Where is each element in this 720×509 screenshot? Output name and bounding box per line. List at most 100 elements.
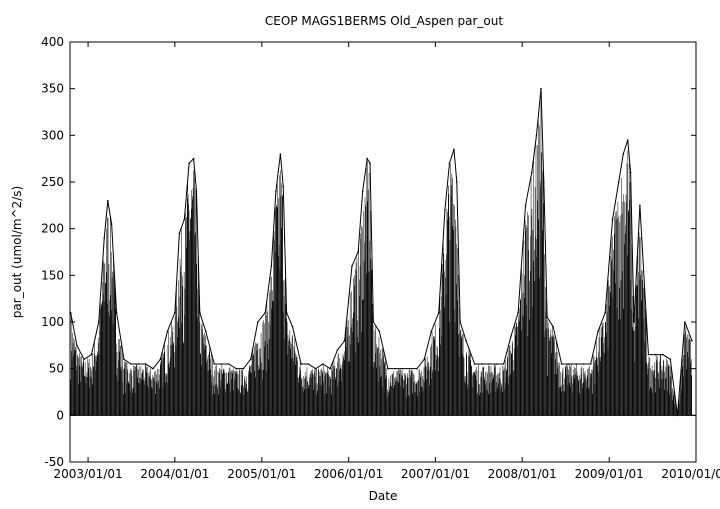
data-point <box>401 367 404 370</box>
data-point <box>174 311 176 314</box>
y-tick-label: -50 <box>44 455 64 469</box>
data-point <box>647 353 650 356</box>
data-point <box>195 190 198 193</box>
x-tick-label: 2007/01/01 <box>401 467 470 481</box>
data-point <box>159 358 162 361</box>
data-point <box>530 171 533 174</box>
data-point <box>633 321 635 323</box>
data-point <box>378 330 381 333</box>
data-point <box>597 330 599 333</box>
x-tick-label: 2009/01/01 <box>575 467 644 481</box>
data-point <box>473 363 476 365</box>
data-point <box>228 363 230 365</box>
data-point <box>662 353 664 356</box>
data-point <box>115 311 118 314</box>
y-tick-label: 300 <box>41 128 64 142</box>
data-point <box>654 353 657 356</box>
data-point <box>552 325 554 328</box>
y-tick-label: 400 <box>41 35 64 49</box>
data-point <box>568 363 570 365</box>
data-point <box>249 358 252 361</box>
data-point <box>152 367 154 370</box>
x-tick-label: 2006/01/01 <box>314 467 383 481</box>
data-point <box>488 363 490 365</box>
y-tick-label: 150 <box>41 268 64 282</box>
data-point <box>582 363 585 365</box>
data-point <box>369 162 371 165</box>
x-tick-label: 2005/01/01 <box>227 467 296 481</box>
data-point <box>510 335 512 337</box>
x-tick-label: 2003/01/01 <box>53 467 122 481</box>
chart-title: CEOP MAGS1BERMS Old_Aspen par_out <box>265 14 503 28</box>
y-axis-label: par_out (umol/m^2/s) <box>10 186 24 318</box>
data-point <box>235 367 237 370</box>
data-point <box>270 265 273 267</box>
data-point <box>76 344 78 347</box>
y-tick-label: 250 <box>41 175 64 189</box>
data-point <box>107 199 109 202</box>
data-point <box>220 363 223 365</box>
data-point <box>366 157 368 160</box>
data-point <box>459 321 461 323</box>
x-axis: 2003/01/01 2004/01/01 2005/01/01 2006/01/01… <box>53 42 720 481</box>
data-point <box>178 232 181 235</box>
data-point <box>83 358 85 361</box>
data-point <box>639 204 641 207</box>
data-point <box>213 363 216 365</box>
data-point <box>279 153 282 155</box>
data-point <box>264 311 266 314</box>
data-point <box>199 311 201 314</box>
x-axis-label: Date <box>369 489 398 503</box>
data-point <box>192 157 195 160</box>
data-point <box>314 367 317 370</box>
data-point <box>183 218 186 221</box>
data-point <box>387 367 389 370</box>
data-point <box>322 363 324 365</box>
data-point <box>307 363 310 365</box>
data-point <box>546 316 548 319</box>
data-point <box>465 339 467 342</box>
data-point <box>626 139 629 141</box>
data-point <box>372 321 375 323</box>
data-point <box>622 153 625 155</box>
data-point <box>604 311 606 314</box>
data-point <box>351 265 353 267</box>
data-point <box>285 311 288 314</box>
data-point <box>123 358 125 361</box>
y-tick-label: 350 <box>41 82 64 96</box>
data-point <box>361 190 364 193</box>
data-point <box>275 190 277 193</box>
data-point <box>684 321 686 323</box>
x-tick-label: 2008/01/01 <box>488 467 557 481</box>
x-tick-label: 2004/01/01 <box>140 467 209 481</box>
data-point <box>611 218 614 221</box>
data-point <box>423 358 426 361</box>
y-tick-label: 50 <box>49 362 64 376</box>
data-point <box>448 162 451 165</box>
data-point <box>456 181 458 183</box>
data-point <box>242 367 245 370</box>
y-tick-label: 0 <box>56 408 64 422</box>
data-point <box>204 330 207 333</box>
data-point <box>97 321 100 323</box>
y-tick-label: 100 <box>41 315 64 329</box>
data-point <box>416 367 418 370</box>
series-layer <box>69 87 696 417</box>
y-tick-label: 200 <box>41 222 64 236</box>
data-point <box>103 237 106 239</box>
data-point <box>90 353 93 356</box>
data-point <box>495 363 498 365</box>
data-point <box>691 339 693 342</box>
data-point <box>430 330 433 333</box>
x-tick-label: 2010/01/01 <box>661 467 720 481</box>
data-point <box>560 363 563 365</box>
data-point <box>357 251 359 253</box>
data-point <box>540 87 542 90</box>
data-point <box>502 363 505 365</box>
data-point <box>453 148 455 151</box>
data-point <box>480 363 483 365</box>
data-point <box>336 349 339 351</box>
y-axis: -50 0 50 100 150 200 250 300 350 400 <box>41 35 696 469</box>
data-point <box>676 414 679 417</box>
